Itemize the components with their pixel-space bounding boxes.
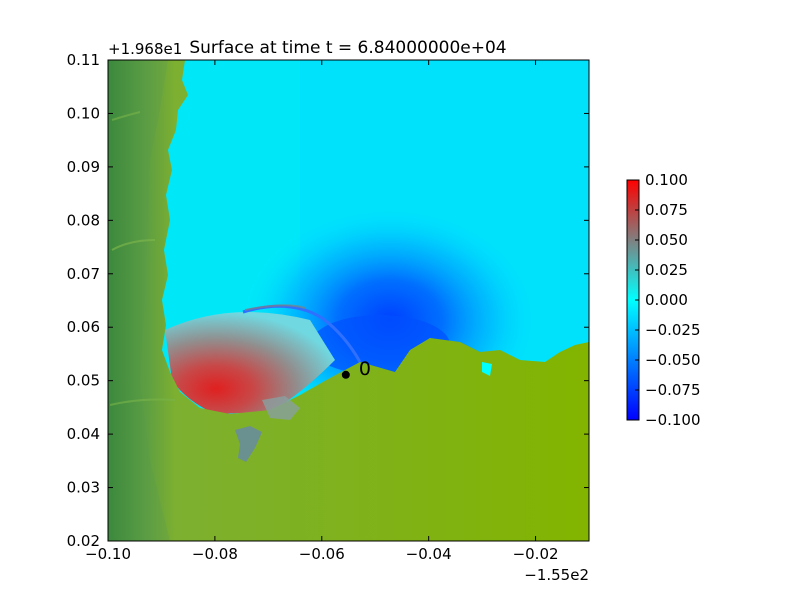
colorbar: 0.100 0.075 0.050 0.025 0.000 −0.025 −0.050 −0.…	[626, 171, 701, 429]
positive-anomaly	[165, 312, 335, 414]
y-axis: 0.02 0.03 0.04 0.05 0.06 0.07 0.08 0.09 0.10 0.11	[67, 51, 589, 550]
y-tick-label: 0.03	[67, 479, 100, 497]
y-tick-label: 0.09	[67, 158, 100, 176]
x-offset-label: −1.55e2	[524, 566, 589, 584]
colorbar-tick-label: −0.100	[645, 411, 701, 429]
chart-title: Surface at time t = 6.84000000e+04	[189, 38, 506, 58]
y-tick-label: 0.06	[67, 318, 100, 336]
gauge-label: 0	[359, 358, 371, 380]
colorbar-tick-label: 0.025	[645, 261, 688, 279]
y-tick-label: 0.10	[67, 104, 100, 122]
x-tick-label: −0.06	[299, 545, 345, 563]
colorbar-ticks: 0.100 0.075 0.050 0.025 0.000 −0.025 −0.050 −0.…	[635, 171, 701, 429]
plot-frame	[107, 59, 590, 542]
x-tick-label: −0.04	[406, 545, 452, 563]
colorbar-tick-label: −0.025	[645, 321, 701, 339]
y-tick-label: 0.08	[67, 211, 100, 229]
y-tick-label: 0.04	[67, 425, 100, 443]
x-tick-label: −0.10	[85, 545, 131, 563]
y-tick-label: 0.11	[67, 51, 100, 69]
colorbar-tick-label: 0.000	[645, 291, 688, 309]
land-west	[108, 60, 589, 541]
heatmap-field	[108, 60, 589, 541]
colorbar-tick-label: 0.100	[645, 171, 688, 189]
colorbar-tick-label: −0.075	[645, 381, 701, 399]
y-tick-label: 0.05	[67, 372, 100, 390]
y-tick-label: 0.07	[67, 265, 100, 283]
y-tick-label: 0.02	[67, 532, 100, 550]
colorbar-tick-label: 0.050	[645, 231, 688, 249]
colorbar-tick-label: 0.075	[645, 201, 688, 219]
y-offset-label: +1.968e1	[108, 40, 182, 58]
x-tick-label: −0.02	[513, 545, 559, 563]
gauge-point	[341, 370, 350, 379]
colorbar-tick-label: −0.050	[645, 351, 701, 369]
x-axis: −0.10 −0.08 −0.06 −0.04 −0.02	[85, 60, 559, 563]
gauge: 0	[341, 358, 371, 380]
x-tick-label: −0.08	[192, 545, 238, 563]
